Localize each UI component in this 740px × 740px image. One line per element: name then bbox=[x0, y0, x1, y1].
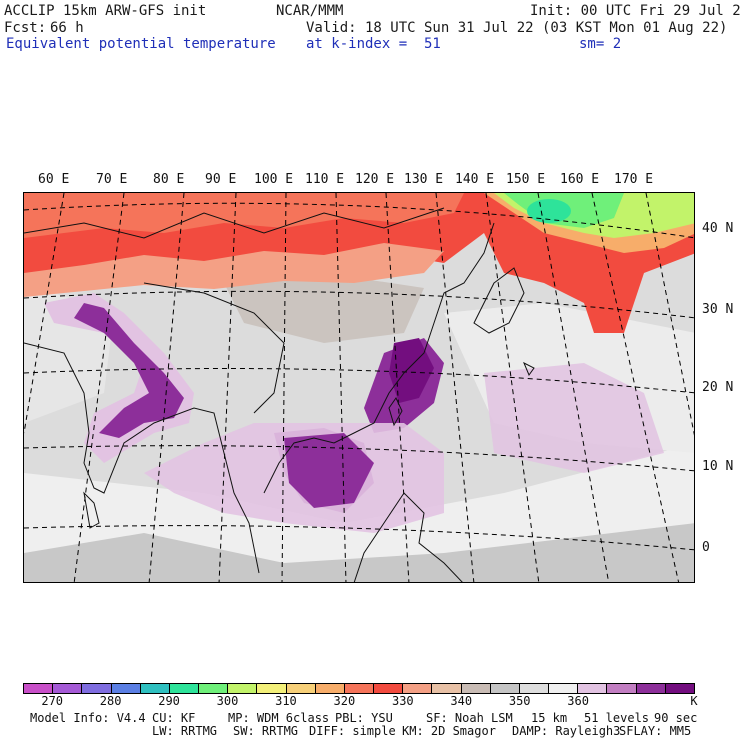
coastlines bbox=[24, 207, 535, 582]
footer-model-info: Model Info: V4.4 bbox=[30, 711, 146, 725]
colorbar-unit: K bbox=[690, 694, 698, 708]
colorbar-swatch bbox=[199, 684, 229, 693]
colorbar-swatch bbox=[228, 684, 258, 693]
field-lilac-pacific bbox=[484, 363, 664, 473]
graticule bbox=[24, 193, 694, 582]
colorbar-tick-label: 320 bbox=[333, 694, 356, 708]
field-salmon-north bbox=[24, 193, 464, 238]
colorbar-swatch bbox=[82, 684, 112, 693]
footer-cu: CU: KF bbox=[152, 711, 196, 725]
lon-label: 120 E bbox=[355, 172, 395, 187]
colorbar-swatch bbox=[24, 684, 54, 693]
colorbar-swatch bbox=[111, 684, 141, 693]
colorbar-swatch bbox=[578, 684, 608, 693]
footer-sflay: SFLAY: MM5 bbox=[619, 724, 692, 738]
colorbar-tick-label: 350 bbox=[508, 694, 531, 708]
footer-resolution: 15 km bbox=[531, 711, 568, 725]
colorbar-tick-label: 330 bbox=[391, 694, 414, 708]
footer-km: KM: 2D Smagor bbox=[402, 724, 496, 738]
lat-label: 0 bbox=[702, 540, 710, 555]
colorbar-swatch bbox=[607, 684, 637, 693]
footer-sf: SF: Noah LSM bbox=[426, 711, 513, 725]
colorbar bbox=[23, 683, 695, 694]
colorbar-tick-label: 270 bbox=[41, 694, 64, 708]
init-time: Init: 00 UTC Fri 29 Jul 22 bbox=[530, 3, 740, 19]
colorbar-swatch bbox=[286, 684, 316, 693]
colorbar-tick-label: 310 bbox=[275, 694, 297, 708]
lat-label: 40 N bbox=[702, 221, 734, 236]
model-title: ACCLIP 15km ARW-GFS init bbox=[4, 3, 207, 19]
footer-damp: DAMP: Rayleigh3 bbox=[512, 724, 621, 738]
org-label: NCAR/MMM bbox=[276, 3, 344, 19]
lon-label: 80 E bbox=[153, 172, 185, 187]
colorbar-tick-label: 290 bbox=[158, 694, 180, 708]
field-gray-plateau bbox=[224, 273, 424, 343]
smoothing-label: sm= 2 bbox=[579, 36, 622, 52]
colorbar-swatch bbox=[374, 684, 404, 693]
colorbar-swatch bbox=[519, 684, 550, 693]
footer-diff: DIFF: simple bbox=[309, 724, 396, 738]
footer-sw: SW: RRTMG bbox=[233, 724, 299, 738]
theta-e-map bbox=[24, 193, 694, 582]
colorbar-tick-label: 360 bbox=[567, 694, 589, 708]
colorbar-tick-label: 280 bbox=[99, 694, 122, 708]
lon-label: 130 E bbox=[404, 172, 444, 187]
colorbar-swatch bbox=[257, 684, 287, 693]
colorbar-swatch bbox=[636, 684, 666, 693]
colorbar-swatch bbox=[140, 684, 170, 693]
lon-label: 90 E bbox=[205, 172, 237, 187]
footer-lw: LW: RRTMG bbox=[152, 724, 218, 738]
lon-label: 170 E bbox=[614, 172, 654, 187]
footer-levels: 51 levels bbox=[584, 711, 650, 725]
lat-label: 10 N bbox=[702, 459, 734, 474]
lon-label: 70 E bbox=[96, 172, 128, 187]
colorbar-swatch bbox=[403, 684, 433, 693]
colorbar-swatch bbox=[461, 684, 491, 693]
field-name: Equivalent potential temperature bbox=[6, 36, 276, 52]
colorbar-swatch bbox=[315, 684, 345, 693]
footer-pbl: PBL: YSU bbox=[335, 711, 393, 725]
colorbar-swatch bbox=[432, 684, 462, 693]
lat-label: 30 N bbox=[702, 302, 734, 317]
footer-timestep: 90 sec bbox=[654, 711, 698, 725]
fcst-label: Fcst: bbox=[4, 20, 47, 36]
lat-label: 20 N bbox=[702, 380, 734, 395]
colorbar-tick-label: 300 bbox=[216, 694, 239, 708]
lon-label: 140 E bbox=[455, 172, 495, 187]
level-label: at k-index = 51 bbox=[306, 36, 441, 52]
lon-label: 100 E bbox=[254, 172, 294, 187]
lon-label: 150 E bbox=[506, 172, 546, 187]
colorbar-swatch bbox=[665, 684, 694, 693]
colorbar-swatch bbox=[53, 684, 83, 693]
field-peach-band bbox=[24, 243, 444, 297]
lon-label: 60 E bbox=[38, 172, 70, 187]
colorbar-swatch bbox=[490, 684, 520, 693]
field-cyan-green-core bbox=[527, 199, 571, 223]
lon-label: 160 E bbox=[560, 172, 600, 187]
colorbar-swatch bbox=[169, 684, 200, 693]
colorbar-swatch bbox=[549, 684, 579, 693]
field-gray-south bbox=[24, 523, 694, 582]
field-purple-indochina bbox=[284, 433, 374, 508]
field-purple-bengal bbox=[74, 303, 184, 438]
fcst-value: 66 h bbox=[50, 20, 84, 36]
colorbar-swatch bbox=[344, 684, 375, 693]
map-panel bbox=[23, 192, 695, 583]
valid-time: Valid: 18 UTC Sun 31 Jul 22 (03 KST Mon … bbox=[306, 20, 728, 36]
lon-label: 110 E bbox=[305, 172, 345, 187]
footer-mp: MP: WDM 6class bbox=[228, 711, 330, 725]
colorbar-tick-label: 340 bbox=[450, 694, 473, 708]
